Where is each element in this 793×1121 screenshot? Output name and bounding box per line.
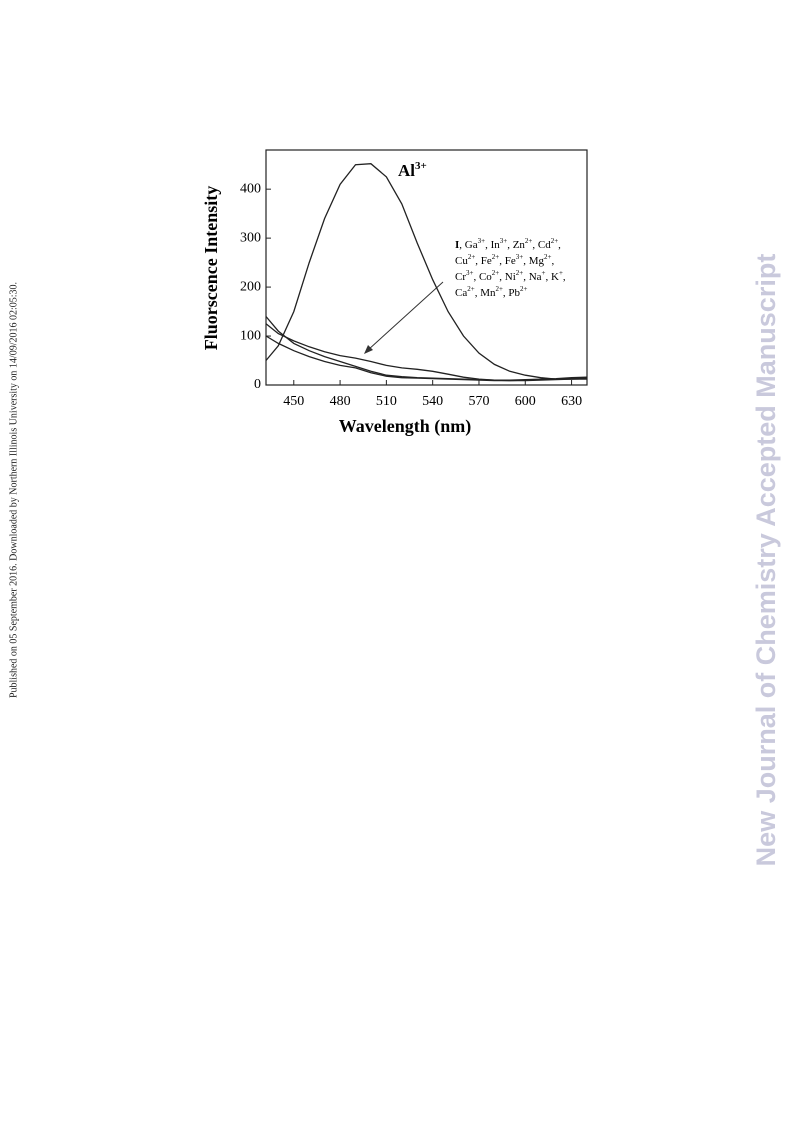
ion-charge: 2+ [544,253,552,261]
series-line [265,163,587,380]
ion-name: , [563,271,566,283]
ion-charge: + [559,269,563,277]
arrow-line [367,281,444,351]
ion-charge: 3+ [500,237,508,245]
ion-name: , [558,239,561,251]
y-tick-label: 200 [240,279,261,294]
x-tick-label: 630 [561,394,582,409]
ion-line: Cu2+, Fe2+, Fe3+, Mg2+, [455,253,554,267]
ion-name: , In [485,239,500,251]
ion-charge: 2+ [551,237,559,245]
ion-name: , Ga [459,239,477,251]
ion-name: , Fe [475,255,492,267]
ion-charge: 2+ [492,269,500,277]
ion-charge: 3+ [516,253,524,261]
ion-charge: + [542,269,546,277]
y-tick-label: 400 [240,181,261,196]
ion-charge: 2+ [525,237,533,245]
ion-line: I, Ga3+, In3+, Zn2+, Cd2+, [455,237,561,251]
ion-name: , Cd [532,239,551,251]
ion-charge: 2+ [516,269,524,277]
ion-name: Cu [455,255,468,267]
ion-name: , Ni [499,271,516,283]
ion-charge: 2+ [468,253,476,261]
x-tick-label: 570 [468,394,489,409]
ion-name: , K [545,271,559,283]
ion-charge: 2+ [467,285,475,293]
x-tick-label: 450 [283,394,304,409]
x-tick-label: 510 [376,394,397,409]
ion-name: I [455,239,459,251]
ion-charge: 2+ [495,285,503,293]
x-tick-label: 600 [515,394,536,409]
al-charge: 3+ [415,160,427,172]
y-tick-label: 100 [240,328,261,343]
ion-name: Ca [455,287,467,299]
side-note: Published on 05 September 2016. Download… [8,282,19,698]
ion-name: Cr [455,271,466,283]
y-tick-label: 0 [254,377,261,392]
watermark: New Journal of Chemistry Accepted Manusc… [751,254,781,867]
arrow-head [364,345,373,354]
x-tick-label: 480 [330,394,351,409]
ion-name: , Mn [475,287,496,299]
ion-charge: 2+ [520,285,528,293]
ion-charge: 3+ [466,269,474,277]
ion-name: , Mg [523,255,544,267]
ion-charge: 3+ [478,237,486,245]
ion-charge: 2+ [492,253,500,261]
ion-name: , Zn [507,239,525,251]
ion-line: Ca2+, Mn2+, Pb2+ [455,285,528,299]
ion-name: , Pb [503,287,521,299]
y-tick-label: 300 [240,230,261,245]
ion-name: , Fe [499,255,516,267]
ion-name: , Co [473,271,492,283]
ion-name: , Na [523,271,541,283]
al-label: Al3+ [398,160,427,180]
ion-line: Cr3+, Co2+, Ni2+, Na+, K+, [455,269,566,283]
plot-frame [265,149,588,386]
series-line [265,335,588,382]
x-tick-label: 540 [422,394,443,409]
x-axis-label: Wavelength (nm) [339,416,472,437]
y-axis-label: Fluorscence Intensity [201,186,221,350]
al-text: Al [398,161,415,180]
ion-name: , [551,255,554,267]
